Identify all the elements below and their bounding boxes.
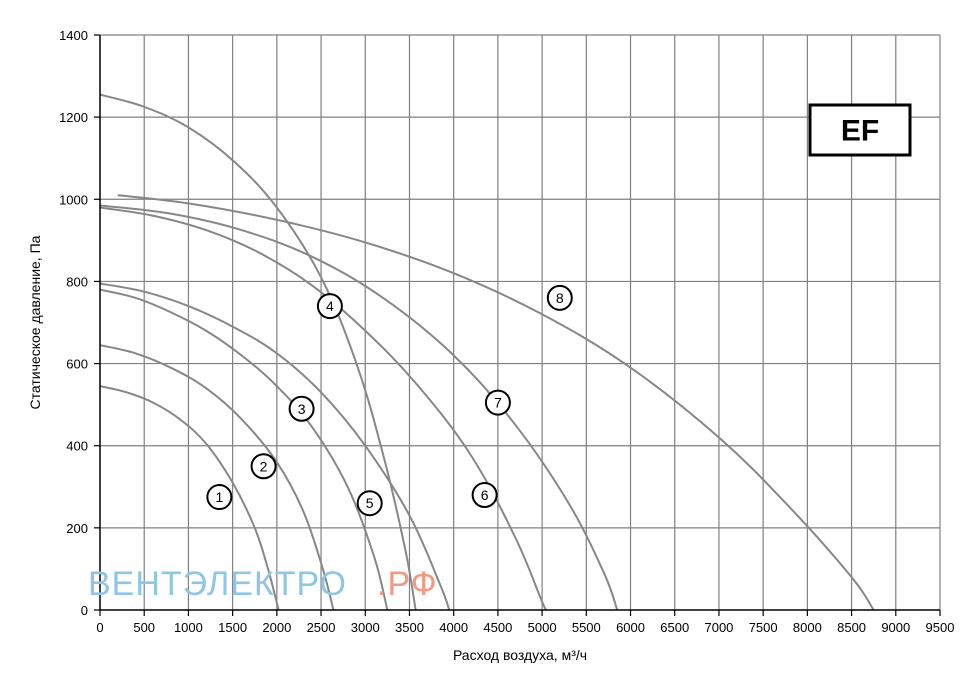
svg-text:9000: 9000 <box>881 620 910 635</box>
svg-text:7500: 7500 <box>749 620 778 635</box>
svg-text:5: 5 <box>366 495 374 511</box>
svg-text:4: 4 <box>326 298 334 314</box>
svg-text:200: 200 <box>66 521 88 536</box>
svg-text:2000: 2000 <box>262 620 291 635</box>
svg-text:2500: 2500 <box>307 620 336 635</box>
svg-text:7000: 7000 <box>704 620 733 635</box>
svg-text:2: 2 <box>260 458 268 474</box>
x-axis-label: Расход воздуха, м³/ч <box>453 647 587 663</box>
svg-text:1400: 1400 <box>59 28 88 43</box>
svg-text:3: 3 <box>298 401 306 417</box>
chart-container: 0500100015002000250030003500400045005000… <box>0 0 964 686</box>
svg-text:1: 1 <box>215 489 223 505</box>
y-axis-label: Статическое давление, Па <box>27 235 43 409</box>
svg-text:4000: 4000 <box>439 620 468 635</box>
svg-text:4500: 4500 <box>483 620 512 635</box>
svg-text:0: 0 <box>81 603 88 618</box>
svg-text:6500: 6500 <box>660 620 689 635</box>
fan-performance-chart: 0500100015002000250030003500400045005000… <box>0 0 964 686</box>
svg-text:0: 0 <box>96 620 103 635</box>
svg-text:8000: 8000 <box>793 620 822 635</box>
svg-text:1200: 1200 <box>59 110 88 125</box>
svg-text:9500: 9500 <box>926 620 955 635</box>
svg-text:3000: 3000 <box>351 620 380 635</box>
svg-text:3500: 3500 <box>395 620 424 635</box>
title-text: EF <box>841 115 879 148</box>
svg-text:1500: 1500 <box>218 620 247 635</box>
svg-text:5000: 5000 <box>528 620 557 635</box>
svg-text:7: 7 <box>494 395 502 411</box>
svg-text:600: 600 <box>66 357 88 372</box>
svg-text:6: 6 <box>481 487 489 503</box>
svg-text:8500: 8500 <box>837 620 866 635</box>
svg-text:400: 400 <box>66 439 88 454</box>
svg-text:5500: 5500 <box>572 620 601 635</box>
svg-text:1000: 1000 <box>174 620 203 635</box>
svg-text:800: 800 <box>66 274 88 289</box>
svg-text:500: 500 <box>133 620 155 635</box>
svg-text:8: 8 <box>556 290 564 306</box>
svg-text:1000: 1000 <box>59 192 88 207</box>
svg-text:6000: 6000 <box>616 620 645 635</box>
